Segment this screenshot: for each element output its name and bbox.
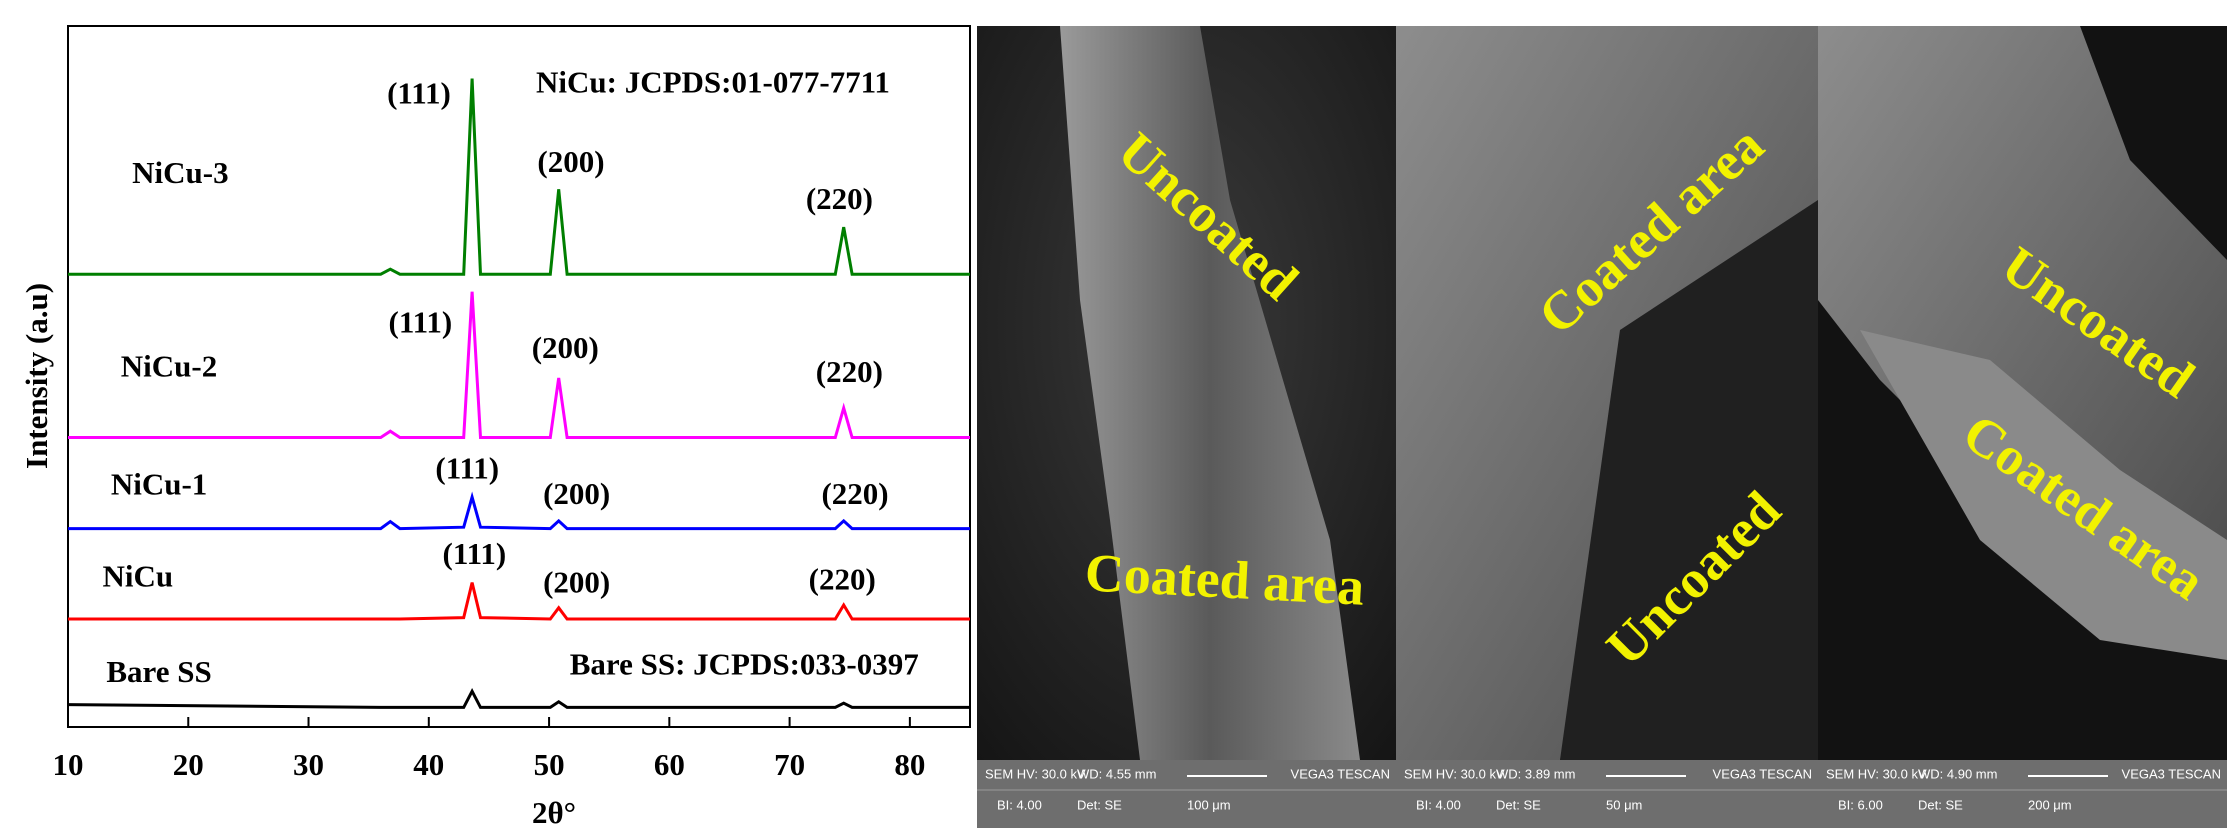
annotation: Bare SS: JCPDS:033-0397: [570, 647, 919, 682]
x-tick-label: 80: [894, 747, 925, 782]
annotation: (200): [537, 144, 604, 179]
info-text: Det: SE: [1496, 797, 1541, 812]
annotation: (220): [806, 181, 873, 216]
info-text: 50 μm: [1606, 797, 1642, 812]
x-tick-label: 60: [654, 747, 685, 782]
info-text: VEGA3 TESCAN: [2122, 766, 2221, 781]
series-label: NiCu-2: [121, 348, 217, 383]
series-label: NiCu-3: [132, 155, 228, 190]
x-tick-label: 50: [534, 747, 565, 782]
series-line: [68, 691, 970, 707]
info-text: Det: SE: [1918, 797, 1963, 812]
info-text: SEM HV: 30.0 kV: [1826, 766, 1927, 781]
info-text: SEM HV: 30.0 kV: [1404, 766, 1505, 781]
x-axis-label: 2θ°: [532, 795, 576, 828]
annotation: (220): [816, 354, 883, 389]
info-text: WD: 3.89 mm: [1496, 766, 1575, 781]
annotation: (111): [389, 304, 453, 339]
annotation: (111): [443, 536, 507, 571]
annotation: (111): [387, 76, 451, 111]
info-text: VEGA3 TESCAN: [1713, 766, 1812, 781]
info-text: 100 μm: [1187, 797, 1231, 812]
figure: 10 20 30 40 50 60 70 80 2θ° Intensity (a.u) NiCu-3…: [0, 0, 2227, 828]
info-text: SEM HV: 30.0 kV: [985, 766, 1086, 781]
annotation: (200): [532, 330, 599, 365]
info-text: BI: 4.00: [1416, 797, 1461, 812]
series-label: Bare SS: [106, 654, 211, 689]
x-tick-label: 40: [413, 747, 444, 782]
info-text: BI: 4.00: [997, 797, 1042, 812]
y-axis-label: Intensity (a.u): [19, 283, 54, 469]
info-text: BI: 6.00: [1838, 797, 1883, 812]
annotation: (200): [543, 476, 610, 511]
annotation: (220): [809, 561, 876, 596]
series-label: NiCu: [102, 559, 173, 594]
x-tick-label: 20: [173, 747, 204, 782]
x-tick-label: 10: [53, 747, 84, 782]
series-label: NiCu-1: [111, 466, 207, 501]
annotation: (111): [435, 451, 499, 486]
info-text: WD: 4.55 mm: [1077, 766, 1156, 781]
info-text: Det: SE: [1077, 797, 1122, 812]
annotation: NiCu: JCPDS:01-077-7711: [536, 64, 890, 99]
x-tick-label: 30: [293, 747, 324, 782]
x-tick-label: 70: [774, 747, 805, 782]
annotation: (200): [543, 564, 610, 599]
info-text: WD: 4.90 mm: [1918, 766, 1997, 781]
annotation: (220): [821, 476, 888, 511]
info-text: 200 μm: [2028, 797, 2072, 812]
info-text: VEGA3 TESCAN: [1291, 766, 1390, 781]
